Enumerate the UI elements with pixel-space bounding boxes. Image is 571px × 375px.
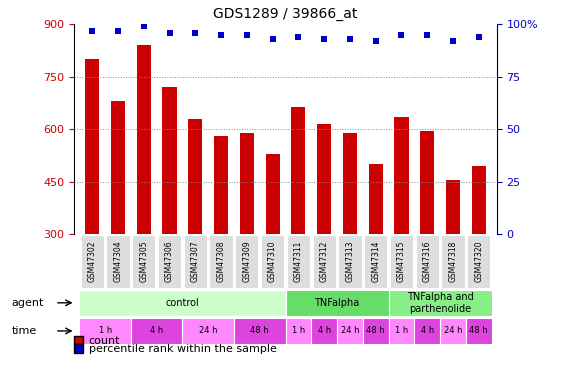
FancyBboxPatch shape	[184, 236, 207, 288]
Text: GSM47310: GSM47310	[268, 241, 277, 282]
FancyBboxPatch shape	[363, 318, 388, 344]
Text: 24 h: 24 h	[341, 326, 359, 335]
FancyBboxPatch shape	[286, 290, 388, 316]
Text: GSM47313: GSM47313	[345, 241, 355, 282]
Text: GSM47318: GSM47318	[448, 241, 457, 282]
Text: TNFalpha: TNFalpha	[315, 298, 360, 308]
Text: GSM47320: GSM47320	[475, 241, 483, 282]
FancyBboxPatch shape	[390, 236, 413, 288]
Text: 1 h: 1 h	[292, 326, 305, 335]
FancyBboxPatch shape	[234, 318, 286, 344]
Text: count: count	[89, 336, 120, 346]
FancyBboxPatch shape	[312, 236, 336, 288]
Text: GSM47306: GSM47306	[165, 241, 174, 282]
FancyBboxPatch shape	[388, 318, 415, 344]
FancyBboxPatch shape	[441, 236, 465, 288]
FancyBboxPatch shape	[388, 290, 492, 316]
FancyBboxPatch shape	[132, 236, 155, 288]
FancyBboxPatch shape	[158, 236, 181, 288]
Bar	[214, 136, 228, 234]
Text: 1 h: 1 h	[99, 326, 112, 335]
FancyBboxPatch shape	[286, 318, 311, 344]
Text: GSM47311: GSM47311	[294, 241, 303, 282]
Text: GSM47305: GSM47305	[139, 241, 148, 282]
Point	[423, 32, 432, 38]
Bar	[163, 87, 176, 234]
FancyBboxPatch shape	[261, 236, 284, 288]
Point	[268, 36, 277, 42]
Point	[345, 36, 355, 42]
Text: percentile rank within the sample: percentile rank within the sample	[89, 344, 276, 354]
Point	[371, 38, 380, 44]
FancyBboxPatch shape	[466, 318, 492, 344]
Text: GDS1289 / 39866_at: GDS1289 / 39866_at	[214, 7, 357, 21]
Point	[320, 36, 329, 42]
Text: GSM47302: GSM47302	[88, 241, 96, 282]
Text: control: control	[166, 298, 199, 308]
Point	[114, 28, 123, 34]
Text: 24 h: 24 h	[444, 326, 462, 335]
Text: 48 h: 48 h	[251, 326, 269, 335]
FancyBboxPatch shape	[210, 236, 233, 288]
Bar	[395, 117, 408, 234]
Text: 24 h: 24 h	[199, 326, 218, 335]
Point	[216, 32, 226, 38]
FancyBboxPatch shape	[131, 318, 183, 344]
FancyBboxPatch shape	[235, 236, 259, 288]
FancyBboxPatch shape	[81, 236, 104, 288]
Bar	[343, 133, 357, 234]
Text: 48 h: 48 h	[469, 326, 488, 335]
FancyBboxPatch shape	[79, 290, 286, 316]
Point	[191, 30, 200, 36]
Bar	[420, 131, 435, 234]
Point	[88, 28, 97, 34]
Text: 4 h: 4 h	[317, 326, 331, 335]
Bar	[136, 45, 151, 234]
Text: GSM47308: GSM47308	[216, 241, 226, 282]
Bar	[369, 164, 383, 234]
Text: 1 h: 1 h	[395, 326, 408, 335]
FancyBboxPatch shape	[467, 236, 490, 288]
FancyBboxPatch shape	[106, 236, 130, 288]
Bar	[240, 133, 254, 234]
Point	[165, 30, 174, 36]
Point	[294, 34, 303, 40]
Text: GSM47315: GSM47315	[397, 241, 406, 282]
Bar	[111, 101, 125, 234]
Text: agent: agent	[11, 298, 44, 308]
Text: GSM47309: GSM47309	[242, 241, 251, 282]
Point	[448, 38, 457, 44]
Bar	[446, 180, 460, 234]
FancyBboxPatch shape	[287, 236, 310, 288]
Point	[242, 32, 251, 38]
Text: time: time	[11, 326, 37, 336]
Bar	[266, 154, 280, 234]
Text: GSM47316: GSM47316	[423, 241, 432, 282]
Text: GSM47312: GSM47312	[320, 241, 329, 282]
Text: GSM47307: GSM47307	[191, 241, 200, 282]
FancyBboxPatch shape	[183, 318, 234, 344]
Text: 48 h: 48 h	[367, 326, 385, 335]
Text: 4 h: 4 h	[421, 326, 434, 335]
Bar	[85, 59, 99, 234]
Text: GSM47304: GSM47304	[114, 241, 123, 282]
FancyBboxPatch shape	[415, 318, 440, 344]
Bar	[317, 124, 331, 234]
FancyBboxPatch shape	[79, 318, 131, 344]
FancyBboxPatch shape	[311, 318, 337, 344]
Point	[139, 24, 148, 30]
Bar	[472, 166, 486, 234]
FancyBboxPatch shape	[416, 236, 439, 288]
FancyBboxPatch shape	[339, 236, 361, 288]
Point	[397, 32, 406, 38]
Bar	[291, 106, 305, 234]
FancyBboxPatch shape	[337, 318, 363, 344]
FancyBboxPatch shape	[364, 236, 387, 288]
Bar	[188, 119, 202, 234]
FancyBboxPatch shape	[440, 318, 466, 344]
Text: 4 h: 4 h	[150, 326, 163, 335]
Point	[474, 34, 483, 40]
Text: TNFalpha and
parthenolide: TNFalpha and parthenolide	[407, 292, 473, 314]
Text: GSM47314: GSM47314	[371, 241, 380, 282]
